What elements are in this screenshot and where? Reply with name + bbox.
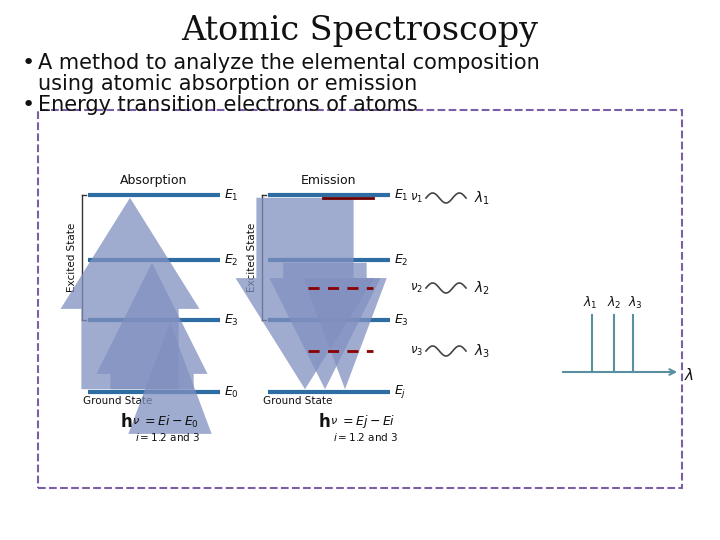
Text: $\nu_3$: $\nu_3$ [410, 345, 423, 357]
Text: Emission: Emission [301, 174, 356, 187]
Text: Absorption: Absorption [120, 174, 188, 187]
Text: Atomic Spectroscopy: Atomic Spectroscopy [181, 15, 539, 47]
Text: $E_1$: $E_1$ [394, 187, 409, 202]
Text: $\bf{h}$: $\bf{h}$ [120, 413, 132, 431]
Text: $= Ei - E_0$: $= Ei - E_0$ [142, 414, 199, 430]
Text: $\nu$: $\nu$ [330, 416, 338, 426]
Text: $\lambda$: $\lambda$ [684, 367, 694, 383]
Text: using atomic absorption or emission: using atomic absorption or emission [38, 74, 418, 94]
Text: $i = 1.2$ and $3$: $i = 1.2$ and $3$ [333, 431, 398, 443]
Text: $\lambda_2$: $\lambda_2$ [474, 279, 490, 296]
Text: $i = 1.2$ and $3$: $i = 1.2$ and $3$ [135, 431, 200, 443]
Text: $\bf{h}$: $\bf{h}$ [318, 413, 330, 431]
Text: $\lambda_3$: $\lambda_3$ [474, 342, 490, 360]
Text: •: • [22, 53, 35, 73]
Bar [38, 110, 682, 488]
Text: $E_0$: $E_0$ [224, 384, 239, 400]
Text: •: • [22, 95, 35, 115]
Text: $E_2$: $E_2$ [394, 252, 408, 267]
Text: $E_3$: $E_3$ [394, 313, 409, 328]
Text: A method to analyze the elemental composition: A method to analyze the elemental compos… [38, 53, 540, 73]
Text: Excited State: Excited State [67, 223, 77, 292]
Text: $E_j$: $E_j$ [394, 383, 406, 401]
Text: Ground State: Ground State [84, 396, 153, 406]
Text: $\nu_2$: $\nu_2$ [410, 281, 423, 294]
Text: $= Ej - Ei$: $= Ej - Ei$ [340, 414, 395, 430]
Text: Excited State: Excited State [247, 223, 257, 292]
Text: $\nu$: $\nu$ [132, 416, 140, 426]
Text: Ground State: Ground State [264, 396, 333, 406]
Text: $E_3$: $E_3$ [224, 313, 239, 328]
Text: $\lambda_1$: $\lambda_1$ [474, 190, 490, 207]
Text: $\lambda_3$: $\lambda_3$ [628, 295, 642, 311]
Text: $\nu_1$: $\nu_1$ [410, 192, 423, 205]
Text: Energy transition electrons of atoms: Energy transition electrons of atoms [38, 95, 418, 115]
Text: $E_2$: $E_2$ [224, 252, 238, 267]
Text: $\lambda_1$: $\lambda_1$ [582, 295, 598, 311]
Text: $E_1$: $E_1$ [224, 187, 238, 202]
Text: $\lambda_2$: $\lambda_2$ [607, 295, 621, 311]
